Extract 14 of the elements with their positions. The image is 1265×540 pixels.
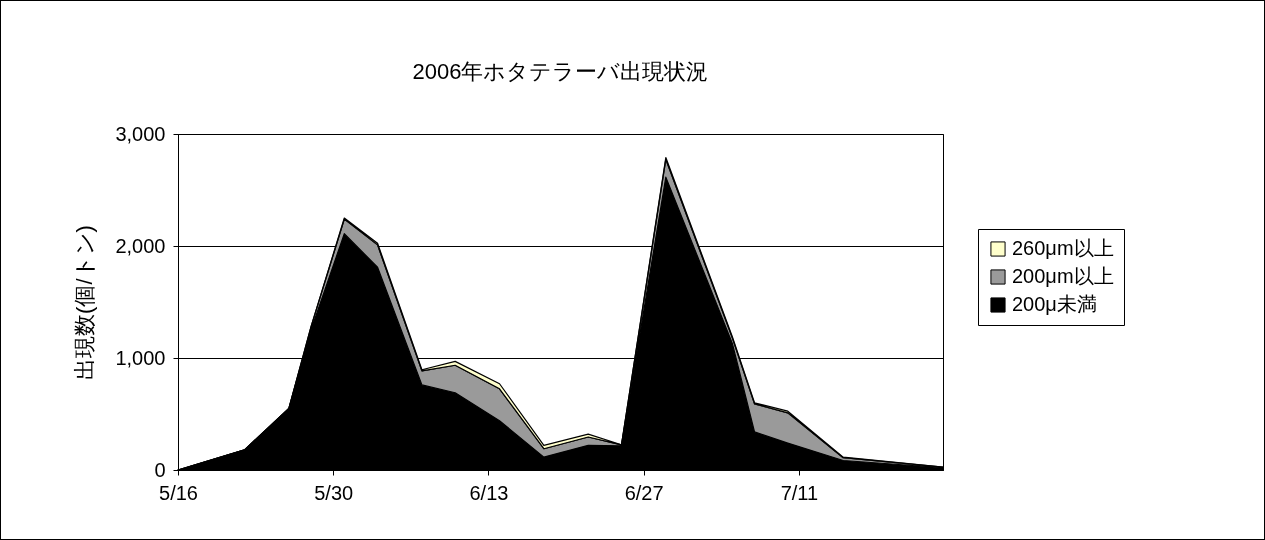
y-axis-title: 出現数(個/トン) bbox=[72, 225, 98, 380]
y-tick-label: 3,000 bbox=[115, 122, 166, 145]
legend-label: 200μ未満 bbox=[1012, 293, 1097, 315]
x-tick-label: 5/30 bbox=[314, 481, 354, 504]
x-tick-label: 5/16 bbox=[159, 481, 198, 504]
y-tick-label: 1,000 bbox=[115, 346, 166, 369]
chart-title: 2006年ホタテラーバ出現状況 bbox=[412, 59, 709, 84]
x-tick-label: 6/27 bbox=[624, 481, 664, 504]
y-tick-label: 0 bbox=[154, 458, 166, 481]
x-tick-label: 6/13 bbox=[469, 481, 509, 504]
x-tick-label: 7/11 bbox=[780, 481, 819, 504]
legend-label: 260μm以上 bbox=[1012, 237, 1114, 259]
y-tick-label: 2,000 bbox=[115, 234, 166, 257]
legend-label: 200μm以上 bbox=[1012, 265, 1114, 287]
